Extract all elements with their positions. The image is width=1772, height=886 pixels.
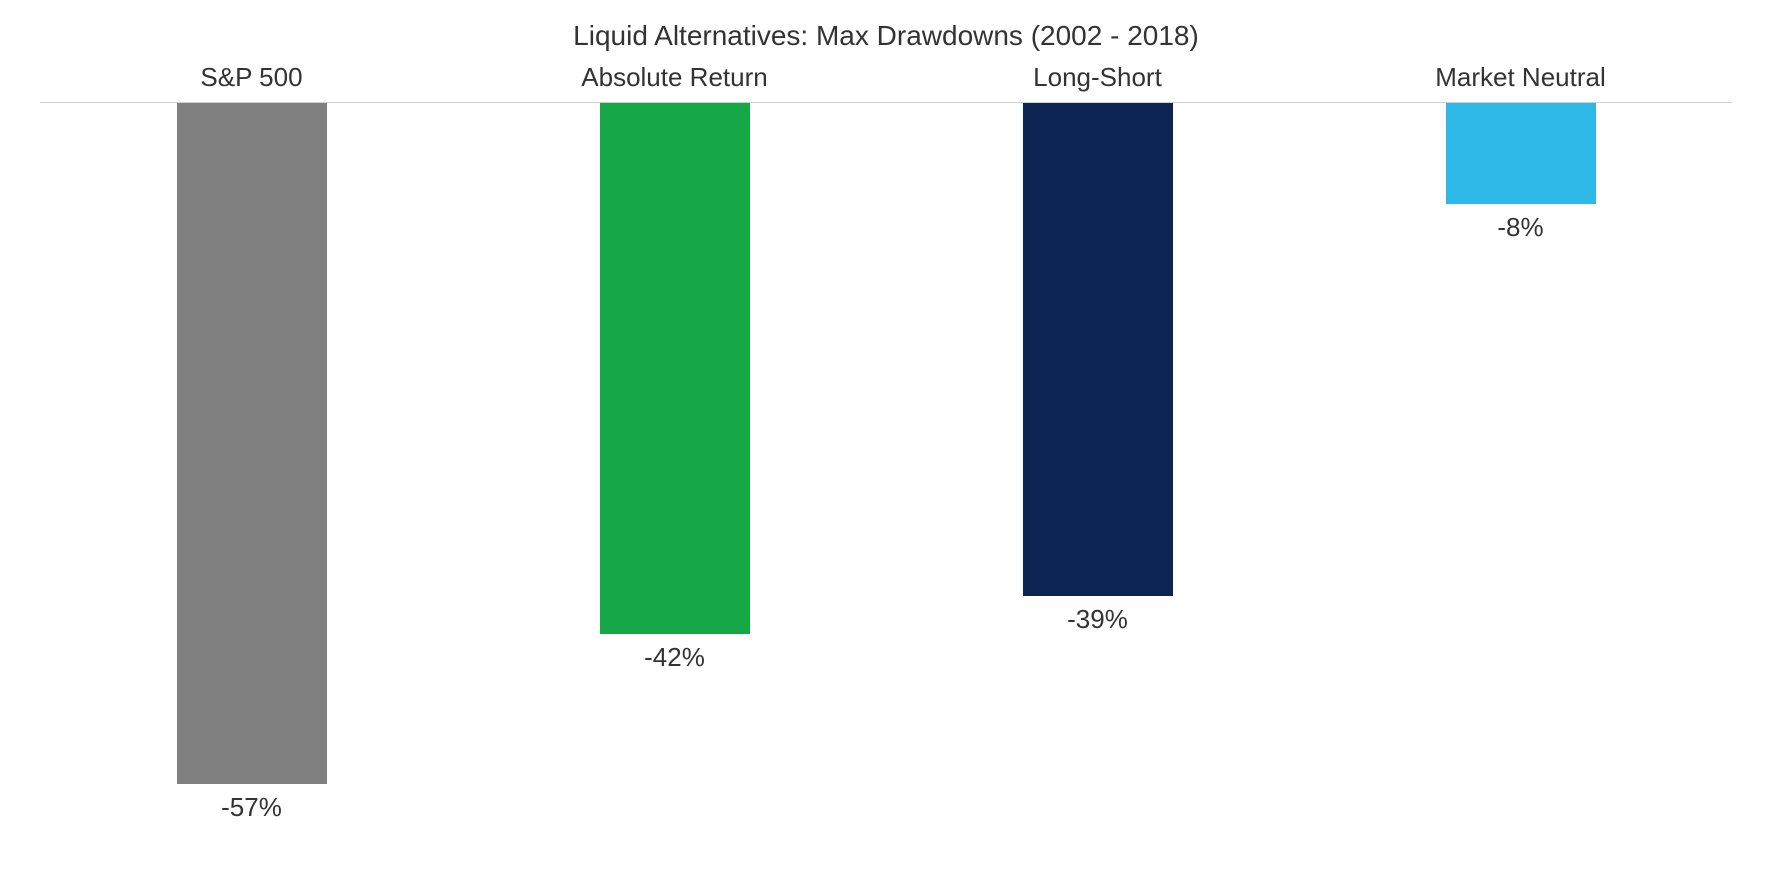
category-label: Absolute Return [463,62,886,102]
value-label: -8% [1497,212,1543,243]
category-label: Long-Short [886,62,1309,102]
bar-column: -42% [463,103,886,823]
category-label: S&P 500 [40,62,463,102]
bar-column: -39% [886,103,1309,823]
chart-area: S&P 500 Absolute Return Long-Short Marke… [40,62,1732,842]
chart-container: Liquid Alternatives: Max Drawdowns (2002… [0,0,1772,886]
value-label: -42% [644,642,705,673]
value-label: -57% [221,792,282,823]
bar-column: -57% [40,103,463,823]
chart-title: Liquid Alternatives: Max Drawdowns (2002… [40,20,1732,52]
bar [177,103,327,784]
bar-column: -8% [1309,103,1732,823]
category-labels-row: S&P 500 Absolute Return Long-Short Marke… [40,62,1732,102]
bar [1446,103,1596,204]
value-label: -39% [1067,604,1128,635]
category-label: Market Neutral [1309,62,1732,102]
bars-area: -57% -42% -39% -8% [40,103,1732,823]
bar [600,103,750,634]
bar [1023,103,1173,596]
